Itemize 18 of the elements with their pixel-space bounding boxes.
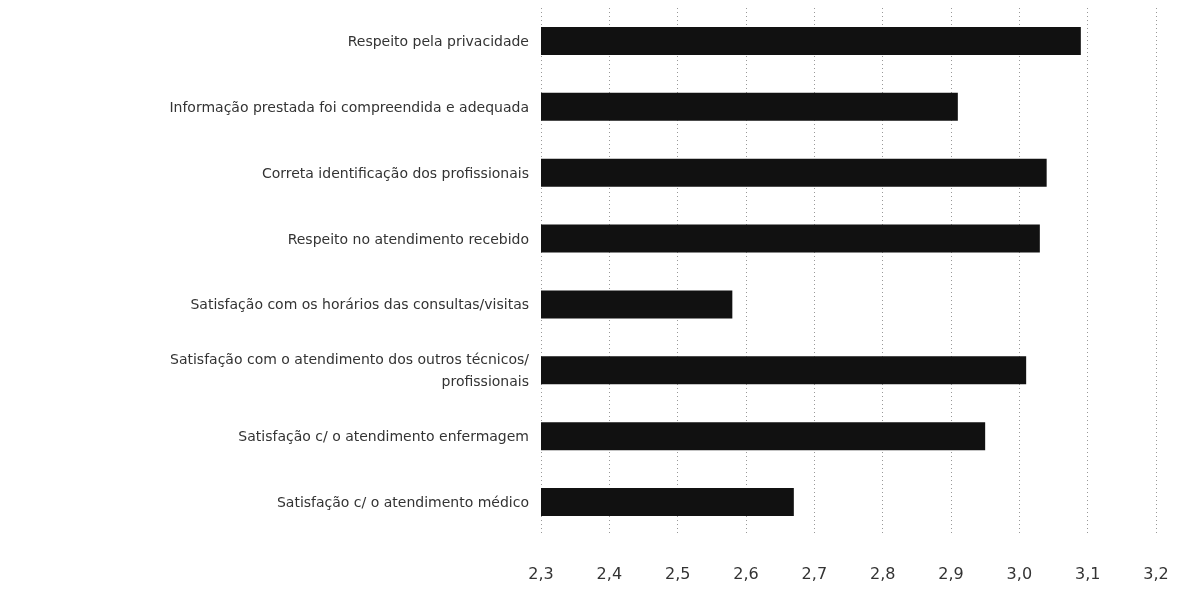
y-tick-label: Satisfação c/ o atendimento enfermagem: [238, 428, 529, 445]
x-tick-label: 2,7: [801, 563, 828, 583]
x-tick-label: 3,0: [1006, 563, 1033, 583]
y-tick-label: Satisfação c/ o atendimento médico: [276, 494, 529, 511]
y-tick-label: Correta identificação dos profissionais: [261, 164, 529, 181]
x-tick-label: 2,9: [938, 563, 964, 583]
y-tick-label: Satisfação com os horários das consultas/visitas: [190, 296, 529, 313]
x-tick-label: 3,1: [1074, 563, 1101, 583]
x-tick-label: 2,8: [869, 563, 896, 583]
x-tick-label: 3,2: [1143, 563, 1169, 583]
x-tick-label: 2,5: [664, 563, 691, 583]
x-tick-label: 2,6: [733, 563, 759, 583]
y-tick-label: Respeito pela privacidade: [347, 32, 529, 49]
x-tick-label: 2,3: [528, 563, 554, 583]
y-tick-label: Satisfação com o atendimento dos outros técnicos/profissionais: [170, 351, 530, 390]
y-tick-label: Informação prestada foi compreendida e adequada: [169, 98, 529, 115]
y-tick-label: Respeito no atendimento recebido: [287, 230, 529, 247]
x-tick-label: 2,4: [596, 563, 623, 583]
